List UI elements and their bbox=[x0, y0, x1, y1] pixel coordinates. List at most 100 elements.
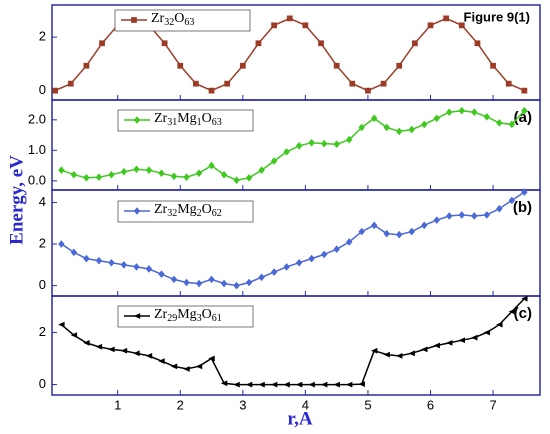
marker bbox=[195, 279, 203, 288]
legend-label: Zr32O63 bbox=[151, 11, 194, 28]
marker bbox=[208, 161, 215, 170]
marker bbox=[474, 40, 481, 47]
marker bbox=[505, 80, 512, 87]
marker bbox=[208, 275, 215, 284]
marker bbox=[383, 351, 390, 358]
marker bbox=[120, 347, 128, 354]
marker bbox=[320, 250, 328, 259]
marker bbox=[396, 62, 403, 69]
marker bbox=[521, 87, 528, 94]
marker bbox=[258, 381, 265, 388]
y-tick-label: 1.0 bbox=[28, 142, 46, 157]
y-axis-label: Energy, eV bbox=[6, 155, 27, 245]
marker bbox=[508, 196, 516, 205]
marker bbox=[255, 40, 262, 47]
marker bbox=[396, 127, 403, 136]
figure-title: Figure 9(1) bbox=[464, 9, 530, 24]
marker bbox=[483, 211, 491, 219]
marker bbox=[521, 106, 528, 115]
x-axis-label: r,A bbox=[287, 408, 312, 429]
marker bbox=[349, 80, 356, 87]
marker bbox=[371, 347, 378, 354]
panel-label: (c) bbox=[514, 305, 532, 322]
legend-label: Zr32Mg2O62 bbox=[154, 202, 222, 219]
legend-label: Zr31Mg1O63 bbox=[154, 111, 222, 128]
marker bbox=[320, 139, 328, 148]
marker bbox=[83, 254, 90, 263]
marker bbox=[295, 258, 303, 267]
x-tick-label: 1 bbox=[114, 397, 121, 412]
marker bbox=[283, 148, 290, 156]
marker bbox=[183, 173, 190, 181]
y-tick-label: 4 bbox=[39, 194, 46, 209]
marker bbox=[286, 15, 293, 22]
x-tick-label: 7 bbox=[489, 397, 496, 412]
marker bbox=[443, 15, 450, 22]
marker bbox=[408, 227, 415, 236]
marker bbox=[345, 238, 353, 246]
marker bbox=[446, 212, 453, 220]
legend-marker bbox=[131, 17, 137, 23]
marker bbox=[396, 230, 403, 239]
marker bbox=[177, 62, 184, 69]
marker bbox=[245, 173, 253, 182]
marker bbox=[358, 123, 365, 132]
marker bbox=[421, 120, 428, 129]
legend-box bbox=[114, 9, 251, 32]
x-tick-label: 4 bbox=[302, 397, 309, 412]
marker bbox=[70, 248, 78, 257]
marker bbox=[302, 22, 309, 29]
marker bbox=[67, 80, 74, 87]
marker bbox=[224, 80, 231, 87]
marker bbox=[233, 381, 240, 388]
marker bbox=[458, 106, 465, 115]
marker bbox=[483, 112, 491, 121]
panel-label: (a) bbox=[514, 109, 532, 126]
marker bbox=[421, 346, 428, 353]
marker bbox=[333, 62, 340, 69]
marker bbox=[371, 221, 378, 230]
marker bbox=[283, 381, 290, 388]
marker bbox=[421, 221, 428, 230]
marker bbox=[233, 176, 240, 185]
marker bbox=[95, 343, 103, 350]
marker bbox=[333, 245, 340, 254]
legend-marker bbox=[133, 116, 141, 124]
y-tick-label: 0.0 bbox=[28, 172, 46, 187]
marker bbox=[220, 279, 228, 288]
marker bbox=[108, 346, 115, 353]
marker bbox=[270, 268, 278, 276]
marker bbox=[58, 166, 65, 174]
marker bbox=[58, 321, 65, 328]
x-tick-label: 2 bbox=[177, 397, 184, 412]
marker bbox=[158, 358, 165, 365]
y-tick-label: 2 bbox=[39, 235, 46, 250]
marker bbox=[58, 240, 65, 248]
marker bbox=[496, 204, 503, 213]
marker bbox=[320, 381, 328, 388]
y-tick-label: 2 bbox=[39, 29, 46, 44]
marker bbox=[245, 381, 253, 388]
marker bbox=[270, 381, 278, 388]
marker bbox=[95, 173, 103, 181]
legend-box bbox=[117, 200, 254, 223]
marker bbox=[271, 22, 277, 29]
legend-marker bbox=[133, 313, 141, 319]
marker bbox=[458, 22, 465, 29]
marker bbox=[158, 169, 165, 178]
marker bbox=[383, 123, 390, 132]
marker bbox=[446, 108, 453, 117]
panel-label: (b) bbox=[513, 199, 532, 216]
marker bbox=[239, 62, 246, 69]
marker bbox=[283, 263, 290, 271]
x-tick-label: 5 bbox=[364, 397, 371, 412]
marker bbox=[161, 40, 168, 47]
marker bbox=[358, 381, 365, 387]
marker bbox=[83, 173, 90, 182]
marker bbox=[258, 273, 265, 282]
marker bbox=[158, 270, 165, 278]
marker bbox=[308, 381, 315, 388]
legend-box bbox=[117, 109, 254, 132]
marker bbox=[446, 340, 453, 346]
y-tick-label: 2 bbox=[39, 324, 46, 339]
